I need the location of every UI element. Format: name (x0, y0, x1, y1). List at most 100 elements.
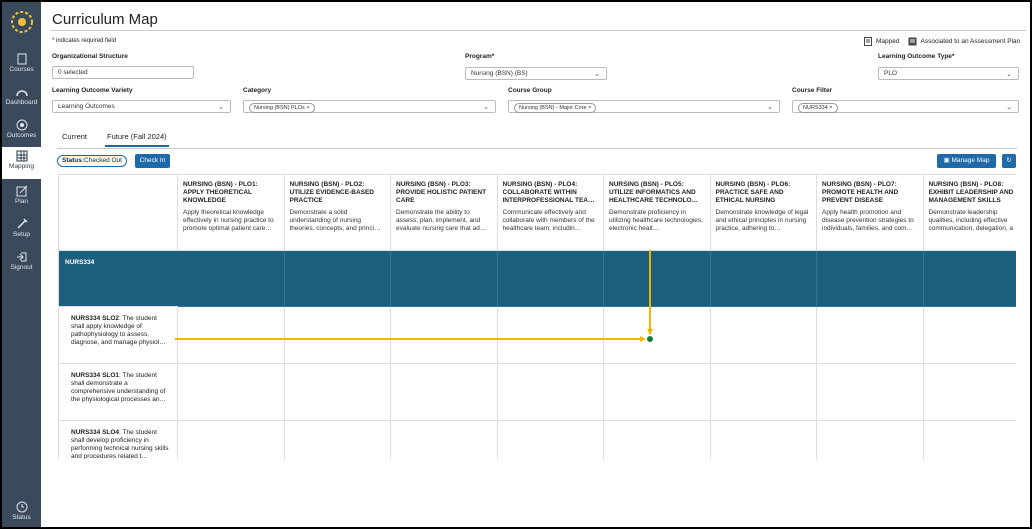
column-title: NURSING (BSN) - PLO4: COLLABORATE WITHIN… (502, 181, 595, 204)
course-cell (497, 251, 604, 307)
map-cell[interactable] (604, 421, 711, 459)
course-cell (178, 251, 285, 307)
outcome-text: : The student shall apply knowledge of p… (71, 315, 166, 346)
map-cell[interactable] (924, 421, 1017, 459)
filter-label: Learning Outcome Type* (878, 53, 955, 60)
course-cell (604, 251, 711, 307)
select-value: Learning Outcomes (58, 103, 115, 110)
logo (11, 11, 33, 33)
course-cell (284, 251, 391, 307)
org-input[interactable]: 0 selected (52, 66, 194, 79)
nav-mapping[interactable]: Mapping (2, 147, 41, 179)
map-cell[interactable] (391, 307, 498, 364)
course-label: NURS334 (65, 259, 95, 266)
outcome-text: : The student shall demonstrate a compre… (71, 372, 167, 403)
column-title: NURSING (BSN) - PLO6: PRACTICE SAFE AND … (715, 181, 791, 204)
nav-label: Dashboard (5, 99, 38, 106)
nav-dashboard[interactable]: Dashboard (2, 83, 41, 115)
nav-signout[interactable]: Signout (2, 248, 41, 280)
nav-label: Setup (13, 231, 30, 238)
course-select[interactable]: NURS334 × ⌄ (792, 100, 1019, 113)
legend: Mapped Associated to an Assessment Plan (864, 37, 1020, 46)
column-title: NURSING (BSN) - PLO2: UTILIZE EVIDENCE-B… (289, 181, 375, 204)
map-cell[interactable] (817, 307, 924, 364)
check-in-button[interactable]: Check In (135, 154, 170, 168)
legend-item: Associated to an Assessment Plan (920, 38, 1021, 45)
map-cell[interactable] (817, 421, 924, 459)
map-cell[interactable] (284, 307, 391, 364)
outcome-code: NURS334 SLO1 (71, 372, 120, 379)
nav-plan[interactable]: Plan (2, 182, 41, 214)
nav-label: Status (12, 514, 31, 521)
course-cell (817, 251, 924, 307)
map-cell[interactable] (923, 364, 1016, 421)
column-header: NURSING (BSN) - PLO6: PRACTICE SAFE AND … (710, 175, 817, 251)
row-header: NURS334 SLO2: The student shall apply kn… (59, 307, 178, 364)
nav-setup[interactable]: Setup (2, 215, 41, 247)
refresh-button[interactable]: ↻ (1002, 154, 1016, 168)
tab[interactable]: Current (62, 132, 88, 141)
map-cell[interactable] (604, 364, 711, 421)
page-title: Curriculum Map (52, 11, 158, 28)
column-description: Demonstrate knowledge of legal and ethic… (715, 209, 809, 232)
map-cell[interactable] (710, 364, 817, 421)
nav-status[interactable]: Status (2, 498, 41, 527)
map-cell[interactable] (178, 421, 285, 459)
input-value: 0 selected (58, 69, 88, 76)
map-cell[interactable] (391, 421, 498, 459)
category-select[interactable]: Nursing (BSN) PLOs × ⌄ (243, 100, 496, 113)
program-select[interactable]: Nursing (BSN) (BS) ⌄ (465, 67, 607, 80)
filter-label: Category (243, 87, 272, 94)
nav-outcomes[interactable]: Outcomes (2, 116, 41, 148)
type-select[interactable]: PLO ⌄ (878, 67, 1019, 80)
column-title: NURSING (BSN) - PLO3: PROVIDE HOLISTIC P… (396, 181, 487, 204)
column-description: Demonstrate leadership qualities, includ… (928, 209, 1014, 232)
map-cell[interactable] (284, 364, 391, 421)
outcome-code: NURS334 SLO4 (71, 429, 120, 436)
column-title: NURSING (BSN) - PLO8: EXHIBIT LEADERSHIP… (928, 181, 1014, 204)
sidebar: Courses Dashboard Outcomes Mapping Plan … (2, 2, 41, 527)
filter-label: Course Filter (792, 87, 833, 94)
column-description: Communicate effectively and collaborate … (502, 209, 595, 232)
chip-label: Nursing (BSN) PLOs (254, 105, 305, 111)
map-cell[interactable] (497, 364, 604, 421)
select-value: PLO (884, 70, 898, 77)
map-cell[interactable] (711, 421, 817, 459)
select-value: Nursing (BSN) (BS) (471, 70, 528, 77)
group-select[interactable]: Nursing (BSN) - Major Core × ⌄ (508, 100, 780, 113)
manage-map-button[interactable]: ▣ Manage Map (937, 154, 996, 168)
map-cell[interactable] (285, 421, 391, 459)
nav-label: Mapping (9, 163, 34, 170)
nav-courses[interactable]: Courses (2, 50, 41, 82)
tab-active[interactable]: Future (Fall 2024) (105, 132, 169, 147)
map-cell[interactable] (604, 307, 711, 364)
chip[interactable]: NURS334 × (798, 103, 838, 113)
filter-label: Program* (465, 53, 495, 60)
column-header: NURSING (BSN) - PLO7: PROMOTE HEALTH AND… (817, 175, 924, 251)
map-cell[interactable] (178, 364, 285, 421)
chip[interactable]: Nursing (BSN) - Major Core × (514, 103, 597, 113)
chip[interactable]: Nursing (BSN) PLOs × (249, 103, 315, 113)
nav-label: Courses (9, 66, 34, 73)
map-table: NURSING (BSN) - PLO1: APPLY THEORETICAL … (58, 174, 1016, 459)
map-cell[interactable] (923, 307, 1016, 364)
map-cell[interactable] (710, 307, 817, 364)
column-description: Demonstrate a solid understanding of nur… (289, 209, 381, 232)
column-title: NURSING (BSN) - PLO7: PROMOTE HEALTH AND… (822, 181, 899, 204)
map-cell[interactable] (497, 307, 604, 364)
column-header: NURSING (BSN) - PLO4: COLLABORATE WITHIN… (497, 175, 604, 251)
variety-select[interactable]: Learning Outcomes ⌄ (52, 100, 231, 113)
button-label: Manage Map (951, 157, 990, 164)
map-cell[interactable] (498, 421, 604, 459)
column-description: Demonstrate the ability to assess, plan,… (396, 209, 487, 232)
map-cell[interactable] (817, 364, 924, 421)
column-header: NURSING (BSN) - PLO1: APPLY THEORETICAL … (178, 175, 285, 251)
map-cell[interactable] (391, 364, 498, 421)
map-cell[interactable] (178, 307, 285, 364)
column-header: NURSING (BSN) - PLO2: UTILIZE EVIDENCE-B… (284, 175, 391, 251)
column-description: Apply theoretical knowledge effectively … (183, 209, 274, 232)
filter-label: Learning Outcome Variety (52, 87, 133, 94)
column-header: NURSING (BSN) - PLO5: UTILIZE INFORMATIC… (604, 175, 711, 251)
column-header: NURSING (BSN) - PLO8: EXHIBIT LEADERSHIP… (923, 175, 1016, 251)
